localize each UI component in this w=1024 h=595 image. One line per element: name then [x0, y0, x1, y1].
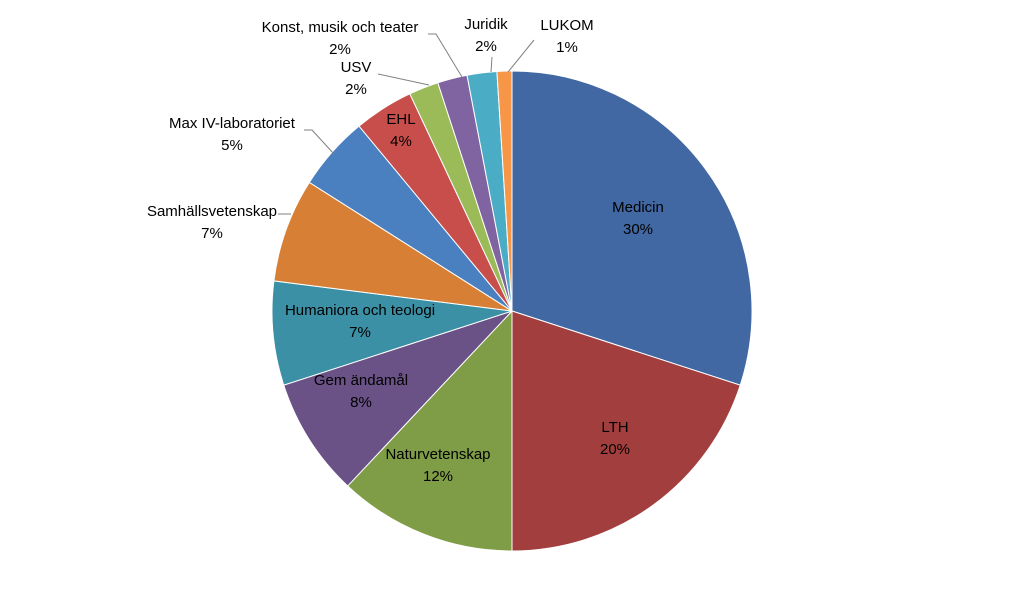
slice-label-percent: 2% [329, 41, 351, 58]
slice-label-name: Medicin [612, 199, 664, 216]
pie-slice-medicin [511, 70, 753, 386]
slice-label-percent: 5% [221, 137, 243, 154]
slice-label-name: Samhällsvetenskap [147, 203, 277, 220]
slice-label-name: Naturvetenskap [385, 446, 490, 463]
slice-label-name: Juridik [464, 16, 508, 33]
data-labels: Medicin 30% LTH 20% Naturvetenskap 12% Gem änd… [147, 16, 664, 485]
data-label: Konst, musik och teater 2% [262, 19, 419, 58]
slice-label-percent: 12% [423, 468, 453, 485]
pie-slice-naturvetenskap [347, 309, 513, 552]
pie-slice-gem-ndam-l [283, 310, 513, 487]
slice-label-percent: 1% [556, 39, 578, 56]
slice-label-percent: 2% [475, 38, 497, 55]
leader-line [428, 33, 463, 78]
data-label: USV 2% [341, 59, 372, 98]
leader-line [507, 39, 535, 73]
slice-label-name: Max IV-laboratoriet [169, 115, 296, 132]
data-label: LUKOM 1% [540, 17, 593, 56]
data-label: EHL 4% [386, 111, 415, 150]
slice-label-percent: 4% [390, 133, 412, 150]
slice-label-percent: 8% [350, 394, 372, 411]
slice-label-name: Konst, musik och teater [262, 19, 419, 36]
slice-label-name: Gem ändamål [314, 372, 408, 389]
slice-label-name: LUKOM [540, 17, 593, 34]
leader-line [377, 73, 430, 86]
slice-label-name: EHL [386, 111, 415, 128]
pie-slice-lth [511, 310, 741, 552]
pie-slice-humaniora-och-teologi [271, 280, 513, 386]
slice-label-percent: 2% [345, 81, 367, 98]
slice-label-percent: 7% [349, 324, 371, 341]
pie-slice-samh-llsvetenskap [273, 181, 513, 312]
slice-label-name: USV [341, 59, 372, 76]
leader-line [490, 56, 493, 73]
slice-label-percent: 30% [623, 221, 653, 238]
pie-slice-lukom [496, 70, 513, 312]
data-label: Max IV-laboratoriet 5% [169, 115, 296, 154]
slice-label-percent: 7% [201, 225, 223, 242]
data-label: Gem ändamål 8% [314, 372, 408, 411]
data-label: Juridik 2% [464, 16, 508, 55]
data-label: LTH 20% [600, 419, 630, 458]
data-label: Medicin 30% [612, 199, 664, 238]
slice-label-name: LTH [601, 419, 628, 436]
data-label: Samhällsvetenskap 7% [147, 203, 277, 242]
pie-slices [271, 70, 753, 552]
slice-label-percent: 20% [600, 441, 630, 458]
leader-line [304, 129, 335, 155]
data-label: Naturvetenskap 12% [385, 446, 490, 485]
slice-label-name: Humaniora och teologi [285, 302, 435, 319]
data-label: Humaniora och teologi 7% [285, 302, 435, 341]
leader-lines [278, 33, 535, 215]
